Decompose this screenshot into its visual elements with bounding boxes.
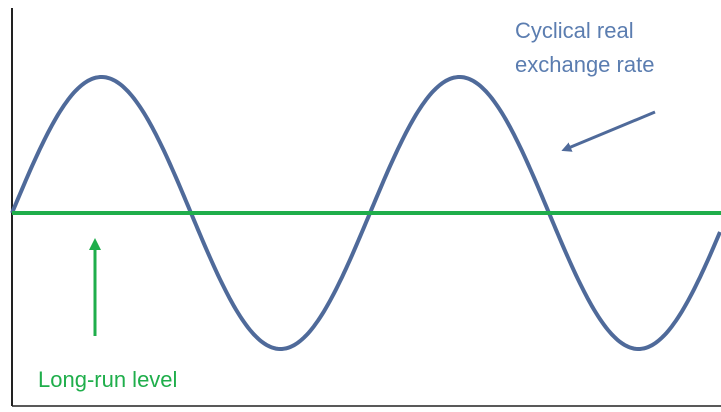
curve-label-line2: exchange rate — [515, 52, 654, 77]
curve-label-line1: Cyclical real — [515, 18, 634, 43]
level-label: Long-run level — [38, 367, 177, 392]
exchange-rate-curve — [10, 75, 721, 351]
curve-arrow — [561, 110, 656, 152]
